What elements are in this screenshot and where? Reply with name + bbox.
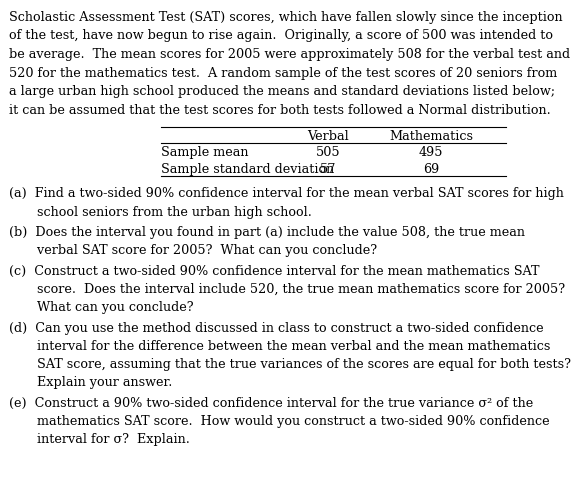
Text: interval for σ?  Explain.: interval for σ? Explain. (9, 433, 190, 446)
Text: (e)  Construct a 90% two-sided confidence interval for the true variance σ² of t: (e) Construct a 90% two-sided confidence… (9, 396, 533, 410)
Text: (b)  Does the interval you found in part (a) include the value 508, the true mea: (b) Does the interval you found in part … (9, 226, 524, 239)
Text: be average.  The mean scores for 2005 were approximately 508 for the verbal test: be average. The mean scores for 2005 wer… (9, 48, 570, 61)
Text: Mathematics: Mathematics (389, 130, 473, 143)
Text: 69: 69 (423, 163, 439, 176)
Text: school seniors from the urban high school.: school seniors from the urban high schoo… (9, 205, 312, 219)
Text: a large urban high school produced the means and standard deviations listed belo: a large urban high school produced the m… (9, 85, 555, 98)
Text: SAT score, assuming that the true variances of the scores are equal for both tes: SAT score, assuming that the true varian… (9, 358, 570, 371)
Text: verbal SAT score for 2005?  What can you conclude?: verbal SAT score for 2005? What can you … (9, 244, 377, 257)
Text: (c)  Construct a two-sided 90% confidence interval for the mean mathematics SAT: (c) Construct a two-sided 90% confidence… (9, 264, 539, 278)
Text: mathematics SAT score.  How would you construct a two-sided 90% confidence: mathematics SAT score. How would you con… (9, 415, 549, 428)
Text: What can you conclude?: What can you conclude? (9, 301, 193, 314)
Text: Explain your answer.: Explain your answer. (9, 376, 172, 390)
Text: 495: 495 (419, 146, 443, 159)
Text: Sample mean: Sample mean (161, 146, 248, 159)
Text: Sample standard deviation: Sample standard deviation (161, 163, 334, 176)
Text: Verbal: Verbal (307, 130, 348, 143)
Text: 520 for the mathematics test.  A random sample of the test scores of 20 seniors : 520 for the mathematics test. A random s… (9, 66, 557, 80)
Text: interval for the difference between the mean verbal and the mean mathematics: interval for the difference between the … (9, 340, 550, 353)
Text: (d)  Can you use the method discussed in class to construct a two-sided confiden: (d) Can you use the method discussed in … (9, 321, 543, 335)
Text: it can be assumed that the test scores for both tests followed a Normal distribu: it can be assumed that the test scores f… (9, 103, 550, 117)
Text: of the test, have now begun to rise again.  Originally, a score of 500 was inten: of the test, have now begun to rise agai… (9, 30, 553, 43)
Text: 57: 57 (320, 163, 336, 176)
Text: (a)  Find a two-sided 90% confidence interval for the mean verbal SAT scores for: (a) Find a two-sided 90% confidence inte… (9, 187, 564, 200)
Text: Scholastic Assessment Test (SAT) scores, which have fallen slowly since the ince: Scholastic Assessment Test (SAT) scores,… (9, 11, 562, 24)
Text: 505: 505 (316, 146, 340, 159)
Text: score.  Does the interval include 520, the true mean mathematics score for 2005?: score. Does the interval include 520, th… (9, 283, 565, 296)
